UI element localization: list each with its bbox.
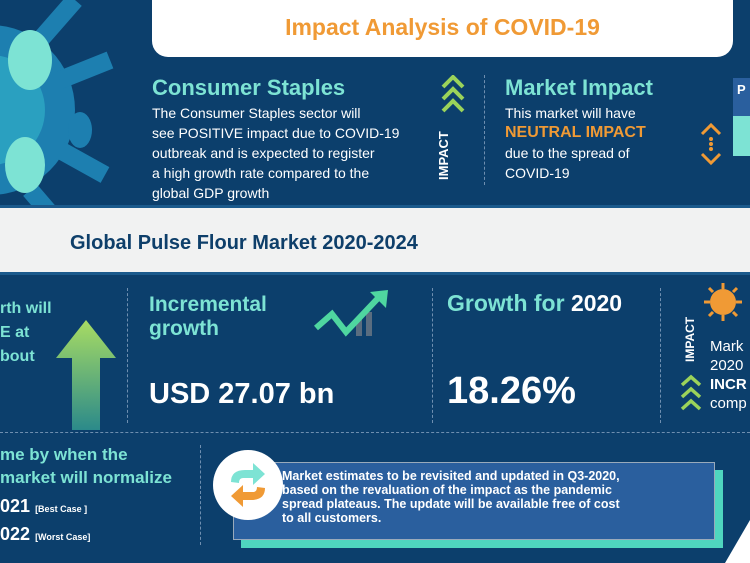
divider (484, 75, 485, 185)
text-line: INCR (710, 376, 747, 393)
chevron-up-icon (680, 374, 702, 411)
best-case-label: [Best Case ] (35, 504, 88, 514)
consumer-text: The Consumer Staples sector will see POS… (152, 103, 399, 203)
text-line: Incremental (149, 293, 267, 316)
growth-title-text: Growth for (447, 290, 565, 316)
market-title-band: Global Pulse Flour Market 2020-2024 (0, 205, 750, 275)
growth-title: Growth for 2020 (447, 290, 622, 317)
virus-decoration-icon (0, 0, 114, 230)
text-line: This market will have (505, 105, 636, 121)
text-line: based on the revaluation of the impact a… (282, 483, 612, 497)
growth-trend-icon (314, 290, 388, 337)
worst-case-year: 022 (0, 524, 31, 544)
text-line: bout (0, 348, 35, 365)
best-case-year: 021 (0, 496, 31, 516)
worst-case-label: [Worst Case] (35, 532, 91, 542)
refresh-icon-circle (213, 450, 283, 520)
right-box-label: P (733, 78, 750, 116)
text-line: Mark (710, 338, 744, 355)
text-line: see POSITIVE impact due to COVID-19 (152, 125, 400, 141)
text-line: global GDP growth (152, 185, 270, 201)
text-line: growth (149, 317, 219, 340)
neutral-impact-badge: NEUTRAL IMPACT (505, 124, 646, 141)
text-line: due to the spread of (505, 145, 630, 161)
text-line: outbreak and is expected to register (152, 145, 375, 161)
text-line: E at (0, 324, 30, 341)
arrow-up-icon (56, 320, 116, 430)
virus-orange-icon (704, 283, 742, 321)
normalize-title: me by when the market will normalize (0, 443, 172, 489)
growth-year: 2020 (570, 290, 623, 316)
impact-label: IMPACT (436, 131, 451, 180)
text-line: a high growth rate compared to the (152, 165, 370, 181)
incremental-value: USD 27.07 bn (149, 378, 335, 410)
text-line: 2020 (710, 357, 744, 374)
text-line: market will normalize (0, 468, 172, 487)
corner-decoration (725, 520, 750, 563)
divider (0, 432, 750, 433)
divider (660, 288, 661, 423)
text-line: Market estimates to be revisited and upd… (282, 469, 620, 483)
worst-case: 022 [Worst Case] (0, 524, 90, 545)
text-line: The Consumer Staples sector will (152, 105, 361, 121)
text-line: to all customers. (282, 511, 382, 525)
divider (432, 288, 433, 423)
text-line: comp (710, 395, 747, 412)
left-col-text: rth will E at bout (0, 297, 52, 369)
header-title: Impact Analysis of COVID-19 (285, 14, 600, 40)
best-case: 021 [Best Case ] (0, 496, 87, 517)
text-line: me by when the (0, 445, 128, 464)
text-line: rth will (0, 300, 52, 317)
consumer-title: Consumer Staples (152, 75, 346, 100)
incremental-title: Incremental growth (149, 293, 267, 341)
market-title: Global Pulse Flour Market 2020-2024 (70, 232, 418, 254)
text-line: COVID-19 (505, 165, 570, 181)
header-box: Impact Analysis of COVID-19 (152, 0, 733, 57)
impact-label: IMPACT (683, 316, 697, 362)
growth-value: 18.26% (447, 370, 576, 412)
chevron-up-icon (441, 75, 465, 113)
update-note: Market estimates to be revisited and upd… (233, 462, 715, 540)
right-box: P (733, 78, 750, 156)
divider (127, 288, 128, 423)
neutral-arrows-icon (700, 122, 722, 166)
market-impact-text: This market will have NEUTRAL IMPACT due… (505, 103, 646, 183)
market-impact-title: Market Impact (505, 75, 653, 100)
divider (200, 445, 201, 545)
right-col-text: Mark 2020 INCR comp (710, 337, 747, 413)
text-line: spread plateaus. The update will be avai… (282, 497, 620, 511)
refresh-icon (231, 463, 265, 507)
